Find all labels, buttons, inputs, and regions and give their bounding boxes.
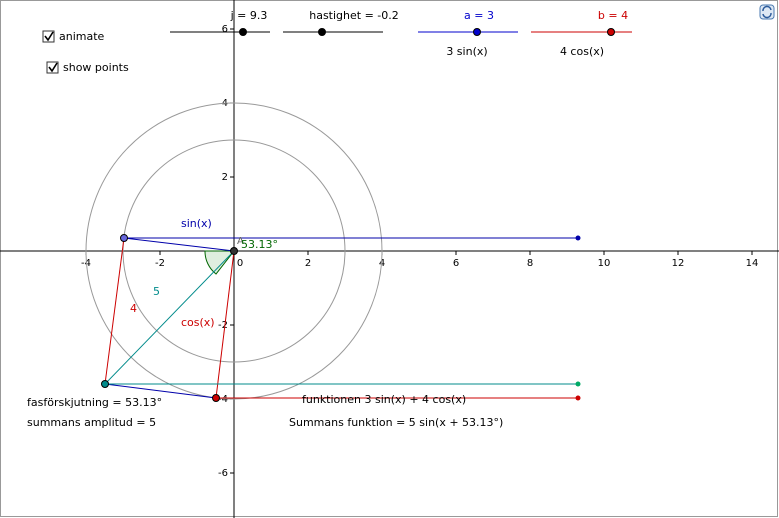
point[interactable] [120,234,128,242]
slider-knob[interactable] [239,28,247,36]
checkbox[interactable] [46,61,59,74]
slider-caption: 4 cos(x) [560,45,604,58]
phase-text: fasförskjutning = 53.13° [27,396,162,409]
side-3 [104,383,217,399]
checkbox-label: animate [59,30,105,43]
function-text: funktionen 3 sin(x) + 4 cos(x) [302,393,466,406]
sum-vector [104,250,235,385]
x-tick-label: -2 [155,258,165,269]
cos-vector [215,250,235,399]
point[interactable] [101,380,109,388]
slider-caption: 3 sin(x) [446,45,487,58]
y-tick-label: -2 [218,320,228,331]
side-label: 4 [130,302,137,315]
checkmark [44,31,54,42]
x-tick-label: 14 [746,258,759,269]
slider-knob[interactable] [318,28,326,36]
checkmark [48,62,58,73]
point[interactable] [230,247,238,255]
x-tick-label: 6 [453,258,459,269]
y-tick-label: 6 [222,24,228,35]
amplitude-text: summans amplitud = 5 [27,416,156,429]
y-tick-label: -4 [218,394,228,405]
point-label: A [237,236,244,247]
slider-label: j = 9.3 [230,9,268,22]
circle-4 [85,102,383,400]
sin-label: sin(x) [181,217,212,230]
slider-label: hastighet = -0.2 [309,9,399,22]
sum-function-text: Summans funktion = 5 sin(x + 53.13°) [289,416,503,429]
controls: j = 9.3 hastighet = -0.2 a = 3 3 sin(x) b = … [42,9,632,74]
y-tick-label: -6 [218,468,228,479]
x-tick-label: 8 [527,258,533,269]
slider-label: a = 3 [464,9,494,22]
point[interactable] [212,394,220,402]
circle-3 [122,139,346,363]
angle-wedge [204,250,236,275]
y-tick-label: 2 [222,172,228,183]
point [575,235,581,241]
slider-label: b = 4 [598,9,628,22]
hyp-label: 5 [153,285,160,298]
cos-label: cos(x) [181,316,215,329]
x-tick-label: 0 [237,258,243,269]
sin-vector [123,237,235,252]
x-tick-label: -4 [81,258,91,269]
x-tick-label: 12 [672,258,685,269]
slider-knob[interactable] [473,28,481,36]
point [575,381,581,387]
refresh-icon[interactable] [759,4,775,20]
checkbox[interactable] [42,30,55,43]
slider-knob[interactable] [607,28,615,36]
angle-label: 53.13° [241,238,278,251]
side-4 [104,237,125,385]
x-tick-label: 2 [305,258,311,269]
x-tick-label: 4 [379,258,385,269]
x-tick-label: 10 [598,258,611,269]
point [575,395,581,401]
checkbox-label: show points [63,61,129,74]
